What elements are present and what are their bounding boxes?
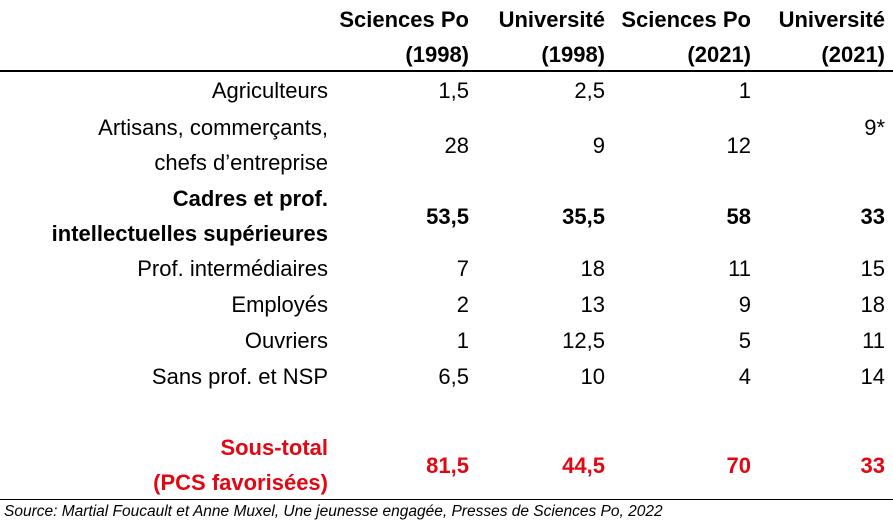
table-cell: 53,5: [426, 204, 469, 229]
table-cell: 2: [456, 292, 469, 317]
col-header-2-line1: Université: [498, 7, 605, 32]
table-cell: 35,5: [562, 204, 605, 229]
subtotal-cell: 70: [726, 453, 751, 478]
table-cell: 58: [726, 204, 751, 229]
row-label: Prof. intermédiaires: [137, 256, 328, 281]
table-cell: 4: [738, 364, 751, 389]
subtotal-label-line2: (PCS favorisées): [153, 470, 328, 495]
table-cell: 13: [580, 292, 605, 317]
table-cell: 12: [726, 133, 751, 158]
col-header-3-line1: Sciences Po: [621, 7, 751, 32]
col-header-4-line1: Université: [778, 7, 885, 32]
subtotal-cell: 33: [860, 453, 885, 478]
table-cell: 7: [456, 256, 469, 281]
row-label: Agriculteurs: [211, 78, 328, 103]
col-header-2-line2: (1998): [541, 42, 605, 67]
table-cell: 1,5: [438, 78, 469, 103]
subtotal-cell: 44,5: [562, 453, 605, 478]
table-cell: 28: [444, 133, 469, 158]
table-cell: 12,5: [562, 328, 605, 353]
table-cell: 14: [860, 364, 885, 389]
table-cell: 6,5: [438, 364, 469, 389]
col-header-4-line2: (2021): [821, 42, 885, 67]
col-header-1-line1: Sciences Po: [339, 7, 469, 32]
table-cell: 2,5: [574, 78, 605, 103]
row-label-line1: Artisans, commerçants,: [98, 115, 328, 140]
table-cell: 1: [456, 328, 469, 353]
table-cell: 11: [862, 328, 885, 353]
table-cell: 18: [580, 256, 605, 281]
row-label: Sans prof. et NSP: [151, 364, 328, 389]
row-label: Employés: [231, 292, 328, 317]
col-header-3-line2: (2021): [687, 42, 751, 67]
table-cell: 9*: [864, 115, 885, 140]
header-rule: [0, 70, 893, 72]
table-cell: 9: [738, 292, 751, 317]
row-label-line1: Cadres et prof.: [172, 186, 328, 211]
source-note: Source: Martial Foucault et Anne Muxel, …: [4, 503, 663, 520]
subtotal-cell: 81,5: [426, 453, 469, 478]
table-cell: 9: [592, 133, 605, 158]
table-cell: 18: [860, 292, 885, 317]
table-cell: 5: [738, 328, 751, 353]
footer-rule: [0, 499, 893, 500]
table-cell: 1: [738, 78, 751, 103]
table-cell: 11: [728, 256, 751, 281]
row-label-line2: intellectuelles supérieures: [51, 221, 328, 246]
row-label: Ouvriers: [244, 328, 328, 353]
subtotal-label-line1: Sous-total: [220, 435, 328, 460]
col-header-1-line2: (1998): [405, 42, 469, 67]
table-cell: 15: [860, 256, 885, 281]
table-cell: 33: [860, 204, 885, 229]
table-cell: 10: [580, 364, 605, 389]
row-label-line2: chefs d’entreprise: [154, 150, 328, 175]
